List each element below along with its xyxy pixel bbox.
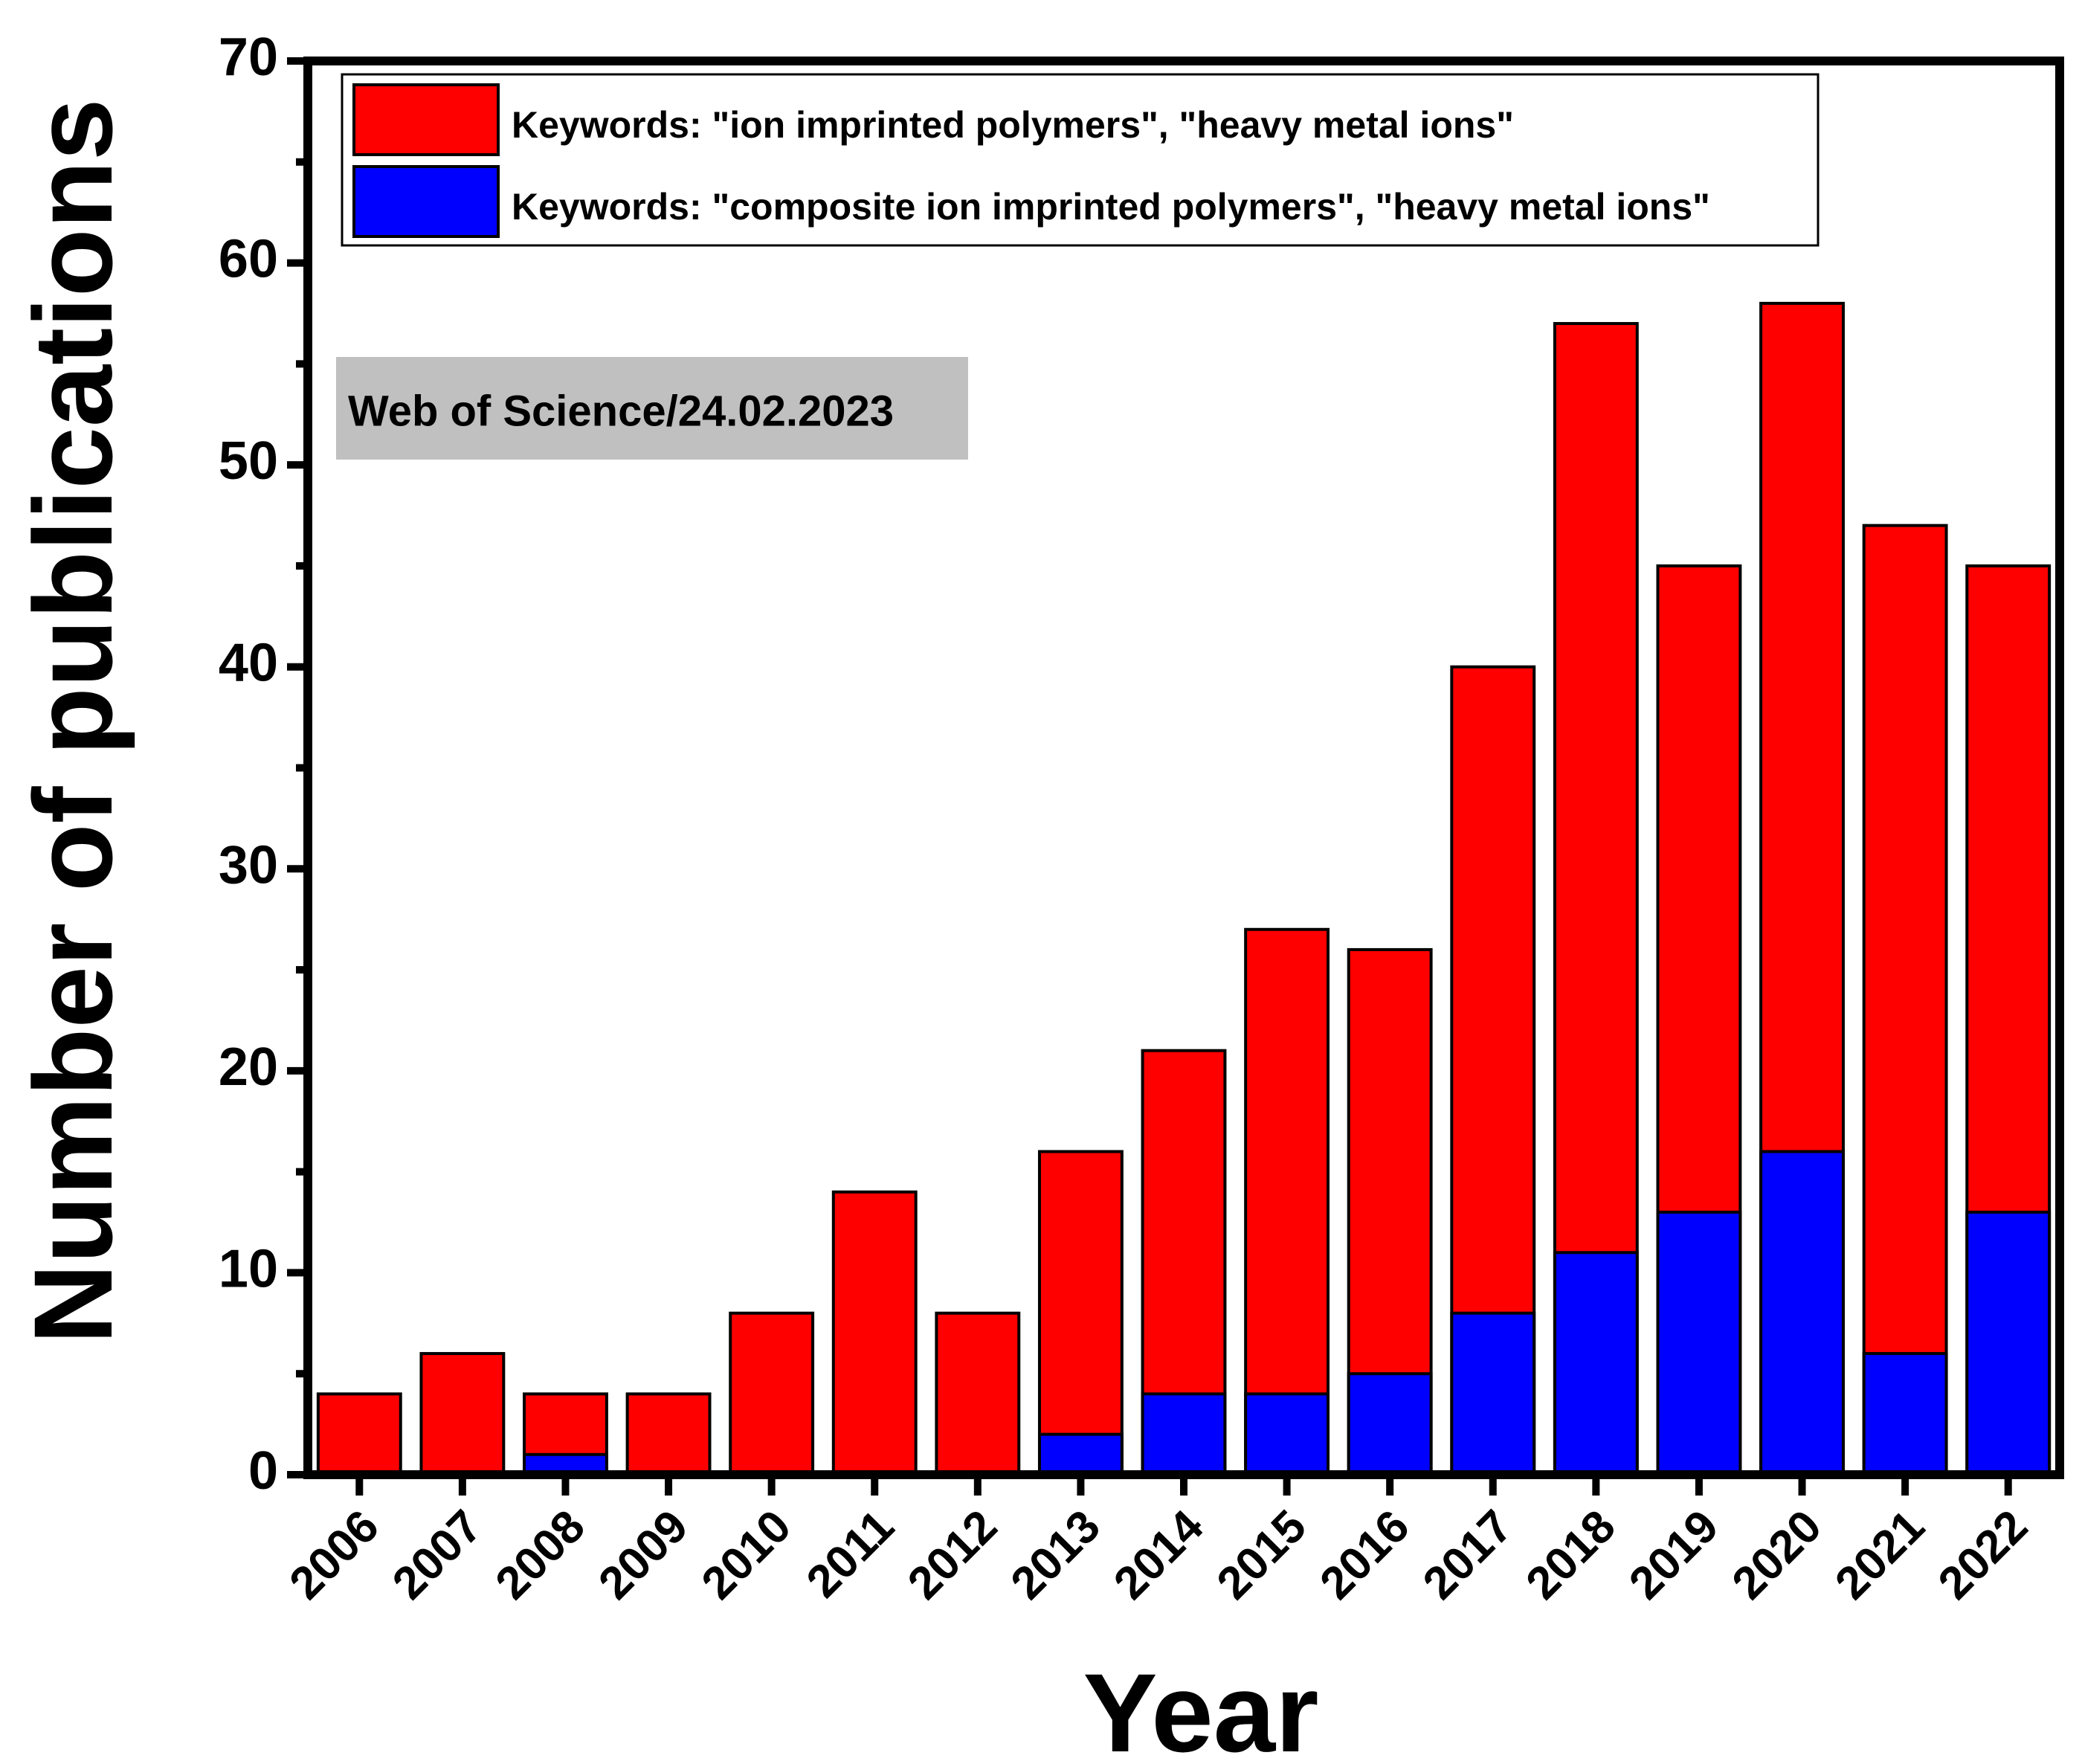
bar-composite-2017 [1450,1311,1536,1476]
y-tick-label: 30 [219,835,278,895]
annotation-background [336,357,968,460]
bar-ion-imprinted-2007 [419,1352,506,1476]
bar-ion-imprinted-2009 [625,1392,712,1477]
bar-composite-2015 [1244,1392,1330,1477]
bar-composite-2021 [1862,1352,1948,1476]
legend-label-ion-imprinted: Keywords: "ion imprinted polymers", "hea… [512,104,1514,146]
x-tick-label: 2013 [1002,1501,1110,1609]
x-tick-label: 2008 [486,1501,595,1609]
x-tick-label: 2014 [1104,1500,1214,1609]
x-tick-label: 2018 [1517,1501,1625,1609]
legend-swatch-composite [352,165,500,238]
bar-ion-imprinted-2012 [935,1311,1021,1476]
bar-composite-2019 [1656,1210,1742,1476]
x-tick-label: 2019 [1619,1501,1728,1609]
y-tick-label: 20 [219,1037,278,1097]
bar-composite-2018 [1553,1251,1639,1477]
bar-composite-2016 [1347,1372,1433,1476]
bar-ion-imprinted-2006 [316,1392,402,1477]
bar-composite-2022 [1965,1210,2052,1476]
y-tick-label: 50 [219,431,278,491]
y-tick-label: 70 [219,28,278,87]
y-tick-label: 0 [248,1441,278,1501]
x-tick-label: 2007 [383,1501,492,1609]
legend: Keywords: "ion imprinted polymers", "hea… [341,73,1820,247]
y-tick-label: 40 [219,634,278,693]
bar-layer [316,301,2052,1477]
x-tick-label: 2006 [280,1501,388,1609]
bar-ion-imprinted-2013 [1037,1150,1124,1476]
x-tick-label: 2016 [1310,1501,1419,1609]
bar-composite-2014 [1141,1392,1227,1477]
legend-frame [341,73,1820,247]
x-tick-label: 2010 [692,1501,801,1609]
y-tick-label: 10 [219,1239,278,1298]
source-annotation: Web of Science/24.02.2023 [336,357,968,460]
legend-label-composite: Keywords: "composite ion imprinted polym… [512,186,1710,228]
x-axis-ticks: 2006200720082009201020112012201320142015… [280,1475,2037,1609]
bar-ion-imprinted-2010 [729,1311,815,1476]
y-axis-ticks: 0 10 20 30 40 50 60 70 [219,28,308,1501]
x-tick-label: 2021 [1825,1501,1934,1609]
x-tick-label: 2020 [1723,1501,1831,1609]
x-axis-label: Year [1083,1650,1319,1764]
bar-ion-imprinted-2011 [831,1190,918,1477]
bar-composite-2020 [1759,1150,1845,1476]
bar-composite-2013 [1037,1432,1124,1476]
x-tick-label: 2015 [1208,1501,1316,1609]
x-tick-label: 2012 [898,1501,1007,1609]
x-tick-label: 2022 [1929,1501,2037,1609]
x-tick-label: 2009 [589,1501,697,1609]
x-tick-label: 2011 [797,1501,904,1608]
bar-ion-imprinted-2015 [1244,927,1330,1477]
annotation-text: Web of Science/24.02.2023 [348,387,894,435]
y-axis-label: Number of publications [10,98,135,1344]
legend-swatch-ion-imprinted [352,83,500,156]
y-tick-label: 60 [219,230,278,289]
bar-ion-imprinted-2021 [1862,524,1948,1476]
x-tick-label: 2017 [1414,1501,1522,1609]
